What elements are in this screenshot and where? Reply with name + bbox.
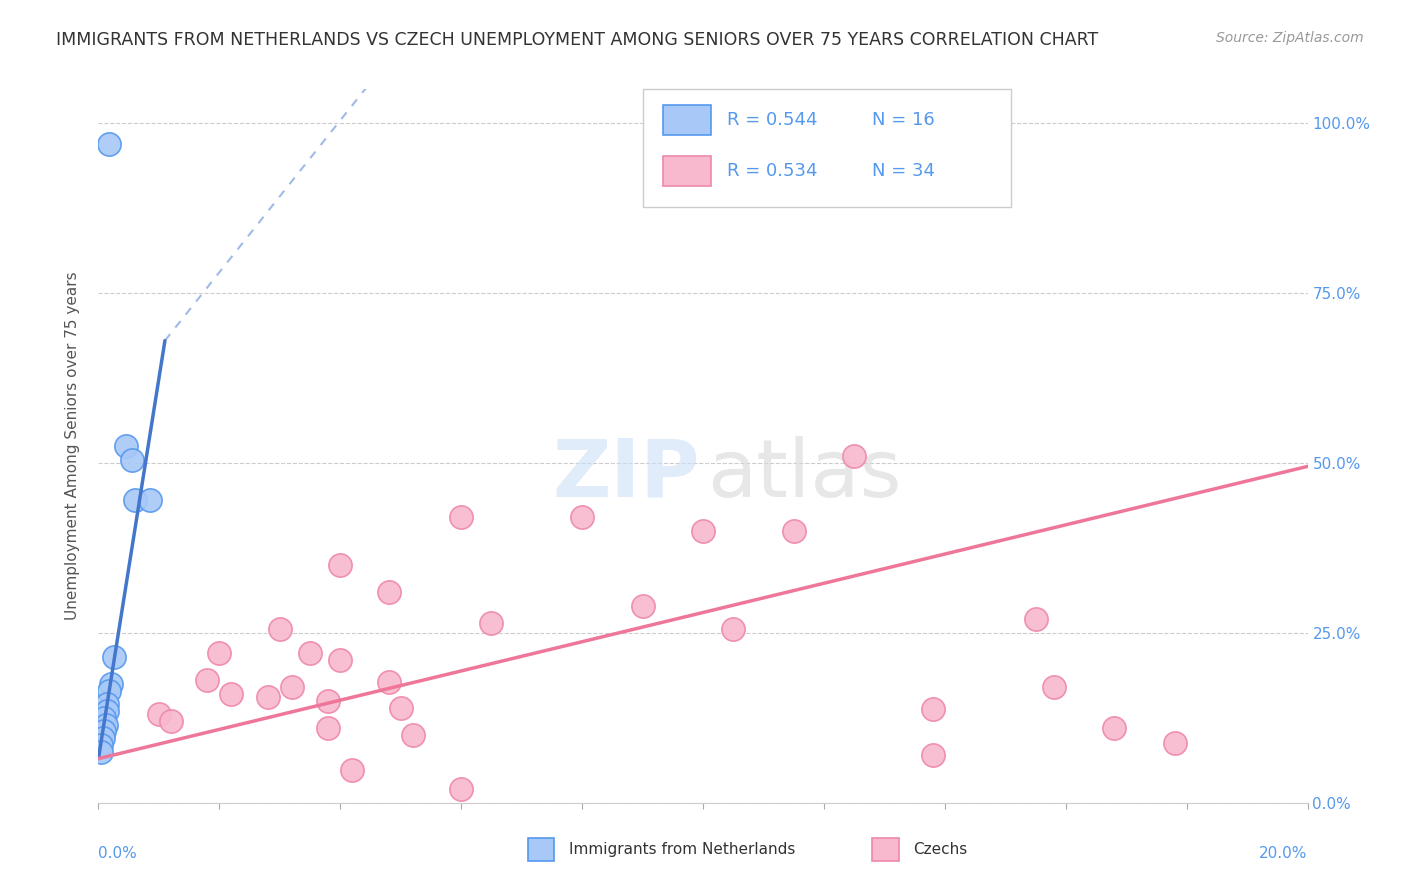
Point bbox=[377, 585, 399, 599]
Text: N = 16: N = 16 bbox=[872, 111, 935, 128]
Point bbox=[921, 748, 943, 763]
Point bbox=[571, 510, 593, 524]
Point bbox=[329, 653, 352, 667]
Point bbox=[269, 623, 291, 637]
Point bbox=[1042, 680, 1064, 694]
Point bbox=[921, 116, 943, 130]
Point bbox=[93, 724, 115, 739]
Point bbox=[844, 449, 866, 463]
Point bbox=[121, 452, 143, 467]
Point bbox=[377, 674, 399, 689]
Point bbox=[221, 687, 243, 701]
Text: Immigrants from Netherlands: Immigrants from Netherlands bbox=[569, 842, 796, 856]
Point bbox=[329, 558, 352, 572]
Point bbox=[723, 623, 745, 637]
Text: R = 0.534: R = 0.534 bbox=[727, 162, 818, 180]
Point bbox=[208, 646, 231, 660]
Text: IMMIGRANTS FROM NETHERLANDS VS CZECH UNEMPLOYMENT AMONG SENIORS OVER 75 YEARS CO: IMMIGRANTS FROM NETHERLANDS VS CZECH UNE… bbox=[56, 31, 1098, 49]
Text: 20.0%: 20.0% bbox=[1260, 846, 1308, 861]
Point bbox=[921, 702, 943, 716]
Point bbox=[281, 680, 304, 694]
Point bbox=[450, 782, 472, 797]
Point bbox=[299, 646, 322, 660]
Point bbox=[96, 698, 118, 712]
FancyBboxPatch shape bbox=[643, 89, 1011, 207]
Point bbox=[342, 763, 364, 777]
Point bbox=[96, 704, 118, 718]
Point bbox=[1024, 612, 1046, 626]
Point bbox=[148, 707, 170, 722]
Point bbox=[114, 439, 136, 453]
Point bbox=[94, 717, 117, 731]
Point bbox=[91, 731, 114, 746]
Text: 0.0%: 0.0% bbox=[98, 846, 138, 861]
Point bbox=[783, 524, 806, 538]
Point bbox=[160, 714, 183, 729]
Point bbox=[103, 649, 125, 664]
Bar bbox=[527, 838, 554, 861]
Point bbox=[316, 694, 339, 708]
Text: Source: ZipAtlas.com: Source: ZipAtlas.com bbox=[1216, 31, 1364, 45]
Point bbox=[389, 700, 412, 714]
Point bbox=[481, 615, 503, 630]
Y-axis label: Unemployment Among Seniors over 75 years: Unemployment Among Seniors over 75 years bbox=[65, 272, 80, 620]
Point bbox=[256, 690, 278, 705]
Point bbox=[124, 493, 146, 508]
Point bbox=[1102, 721, 1125, 735]
Point bbox=[450, 510, 472, 524]
Point bbox=[98, 136, 121, 151]
Point bbox=[139, 493, 162, 508]
Point bbox=[90, 745, 112, 759]
Point bbox=[631, 599, 654, 613]
Point bbox=[692, 524, 714, 538]
Point bbox=[195, 673, 218, 688]
Text: Czechs: Czechs bbox=[914, 842, 967, 856]
Point bbox=[316, 721, 339, 735]
Point bbox=[90, 738, 112, 752]
Text: ZIP: ZIP bbox=[553, 435, 699, 514]
Point bbox=[93, 711, 115, 725]
Point bbox=[1163, 736, 1185, 750]
Text: atlas: atlas bbox=[707, 435, 901, 514]
Bar bbox=[872, 838, 898, 861]
Point bbox=[402, 728, 425, 742]
Bar bbox=[664, 156, 711, 186]
Bar bbox=[664, 105, 711, 135]
Text: R = 0.544: R = 0.544 bbox=[727, 111, 818, 128]
Text: N = 34: N = 34 bbox=[872, 162, 935, 180]
Point bbox=[98, 683, 121, 698]
Point bbox=[100, 677, 122, 691]
